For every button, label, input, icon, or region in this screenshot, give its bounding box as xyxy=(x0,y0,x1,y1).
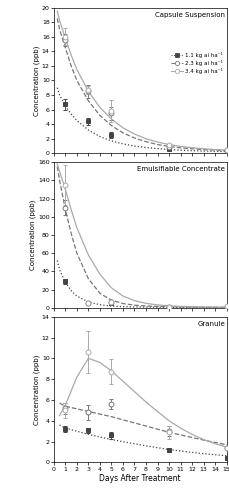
Text: Granule: Granule xyxy=(197,321,225,327)
Y-axis label: Concentration (ppb): Concentration (ppb) xyxy=(33,354,40,425)
Legend: 1.1 kg ai ha⁻¹, 2.3 kg ai ha⁻¹, 3.4 kg ai ha⁻¹: 1.1 kg ai ha⁻¹, 2.3 kg ai ha⁻¹, 3.4 kg a… xyxy=(169,51,224,75)
X-axis label: Days After Treatment: Days After Treatment xyxy=(99,474,181,484)
Text: Capsule Suspension: Capsule Suspension xyxy=(155,12,225,18)
Y-axis label: Concentration (ppb): Concentration (ppb) xyxy=(29,200,36,270)
Text: Emulsifiable Concentrate: Emulsifiable Concentrate xyxy=(137,166,225,172)
Y-axis label: Concentration (ppb): Concentration (ppb) xyxy=(33,45,40,116)
